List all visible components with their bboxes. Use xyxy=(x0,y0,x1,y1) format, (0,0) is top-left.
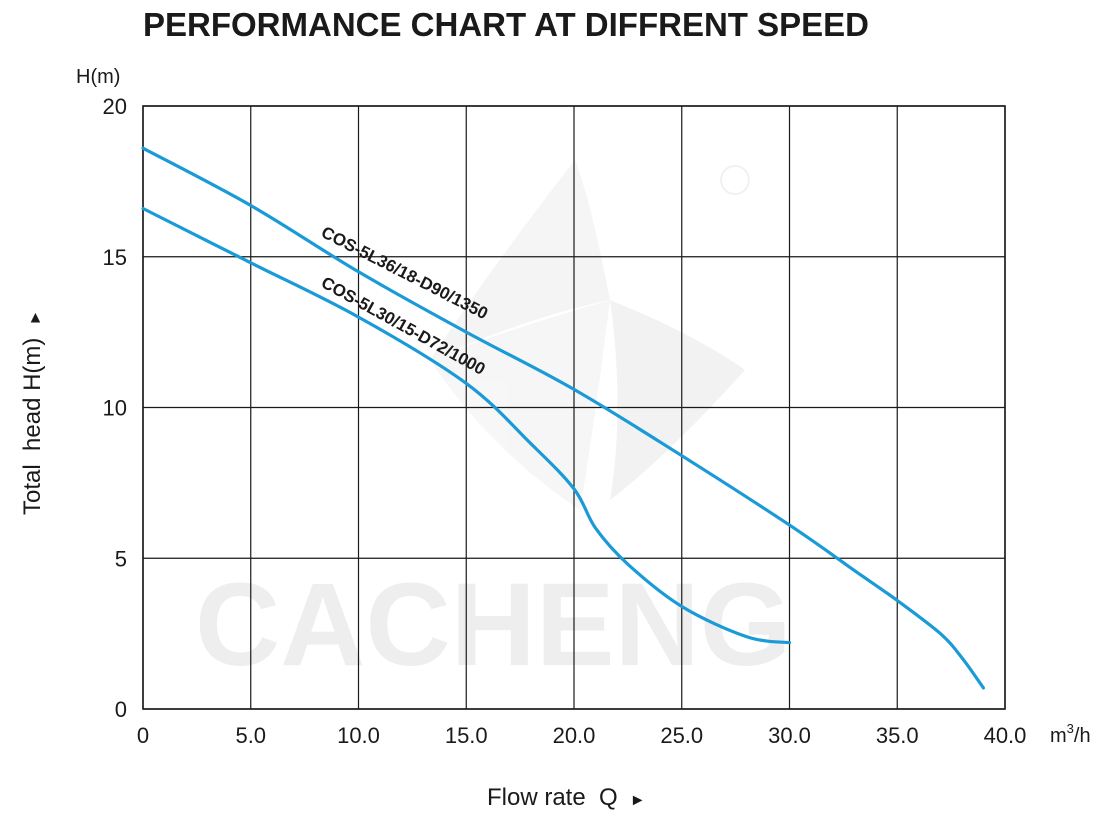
y-tick-labels: 0 5 10 15 20 xyxy=(103,94,127,722)
y-tick-label: 20 xyxy=(103,94,127,119)
x-unit-tail: /h xyxy=(1074,725,1091,747)
x-tick-label: 30.0 xyxy=(768,723,811,748)
y-axis-label: Total head H(m) ► xyxy=(19,310,46,515)
x-tick-label: 40.0 xyxy=(984,723,1027,748)
x-tick-label: 25.0 xyxy=(660,723,703,748)
y-tick-label: 5 xyxy=(115,546,127,571)
x-axis-label-text: Flow rate Q xyxy=(487,784,618,811)
x-axis-arrow-icon: ► xyxy=(630,792,646,809)
y-tick-label: 10 xyxy=(103,396,127,421)
y-tick-label: 15 xyxy=(103,245,127,270)
y-tick-label: 0 xyxy=(115,697,127,722)
series-group xyxy=(141,146,985,690)
x-tick-labels: 0 5.0 10.0 15.0 20.0 25.0 30.0 35.0 40.0 xyxy=(137,723,1027,748)
x-unit-sup: 3 xyxy=(1067,721,1074,736)
x-tick-label: 5.0 xyxy=(235,723,266,748)
y-unit-label: H(m) xyxy=(76,66,120,88)
x-tick-label: 20.0 xyxy=(553,723,596,748)
series-line-2 xyxy=(141,206,792,645)
y-axis-label-text: Total head H(m) xyxy=(19,338,46,515)
x-tick-label: 35.0 xyxy=(876,723,919,748)
watermark-logo-icon xyxy=(430,160,750,510)
y-axis-arrow-icon: ► xyxy=(27,310,44,326)
watermark-text: CACHENG xyxy=(195,559,792,691)
series-line-1 xyxy=(141,146,985,690)
x-tick-label: 0 xyxy=(137,723,149,748)
x-unit-label: m3/h xyxy=(1050,721,1091,747)
x-tick-label: 15.0 xyxy=(445,723,488,748)
x-axis-label: Flow rate Q ► xyxy=(487,784,646,811)
x-tick-label: 10.0 xyxy=(337,723,380,748)
x-unit-base: m xyxy=(1050,725,1067,747)
chart-title: PERFORMANCE CHART AT DIFFRENT SPEED xyxy=(143,6,869,43)
plot-frame xyxy=(142,105,1006,710)
